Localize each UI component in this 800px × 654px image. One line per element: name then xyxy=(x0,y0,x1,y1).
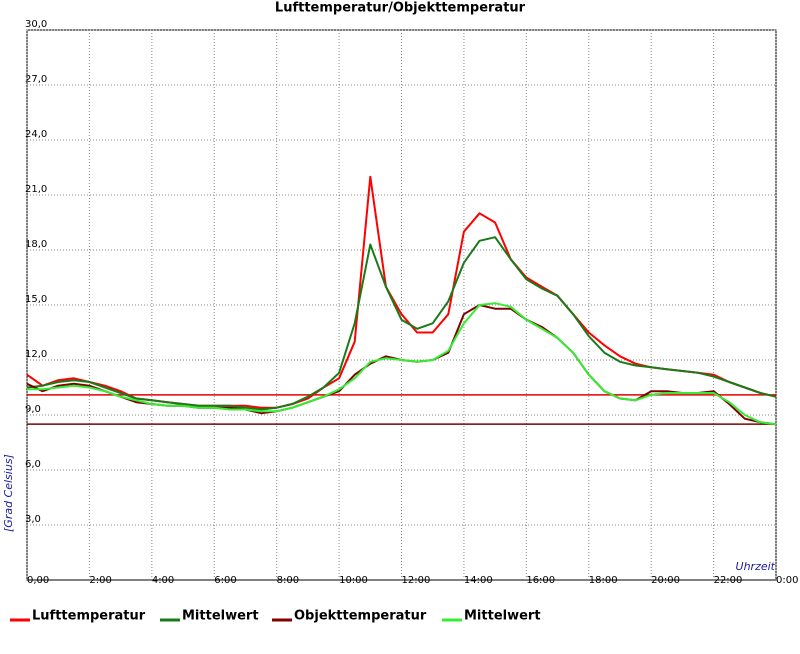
x-tick-label: 22:00 xyxy=(714,575,743,586)
legend-label: Mittelwert xyxy=(464,609,541,624)
y-tick-label: 15,0 xyxy=(25,294,47,305)
y-tick-label: 12,0 xyxy=(25,349,47,360)
chart-title: Lufttemperatur/Objekttemperatur xyxy=(275,1,526,16)
x-tick-label: 4:00 xyxy=(152,575,174,586)
y-tick-label: 9,0 xyxy=(25,404,41,415)
x-tick-label: 6:00 xyxy=(214,575,236,586)
x-tick-label: 16:00 xyxy=(526,575,555,586)
x-tick-label: 20:00 xyxy=(651,575,680,586)
x-tick-label: 14:00 xyxy=(464,575,493,586)
y-tick-label: 6,0 xyxy=(25,459,41,470)
data-line xyxy=(26,304,777,426)
y-tick-label: 21,0 xyxy=(25,184,47,195)
y-tick-label: 3,0 xyxy=(25,514,41,525)
legend-label: Lufttemperatur xyxy=(32,609,146,624)
x-axis-label: Uhrzeit xyxy=(736,560,776,573)
data-line xyxy=(27,302,777,426)
y-tick-label: 27,0 xyxy=(25,74,47,85)
x-tick-label: 2:00 xyxy=(89,575,111,586)
x-tick-label: 10:00 xyxy=(339,575,368,586)
y-axis-label: [Grad Celsius] xyxy=(2,454,15,532)
x-tick-label: 0:00 xyxy=(776,575,798,586)
y-tick-label: 18,0 xyxy=(25,239,47,250)
x-tick-label: 0,00 xyxy=(27,575,49,586)
y-tick-label: 30,0 xyxy=(25,19,47,30)
legend-label: Objekttemperatur xyxy=(294,609,427,624)
x-tick-label: 8:00 xyxy=(277,575,299,586)
data-line xyxy=(26,175,777,409)
x-tick-label: 18:00 xyxy=(589,575,618,586)
legend-label: Mittelwert xyxy=(182,609,259,624)
x-tick-label: 12:00 xyxy=(402,575,431,586)
y-tick-label: 24,0 xyxy=(25,129,47,140)
data-line xyxy=(26,236,777,411)
